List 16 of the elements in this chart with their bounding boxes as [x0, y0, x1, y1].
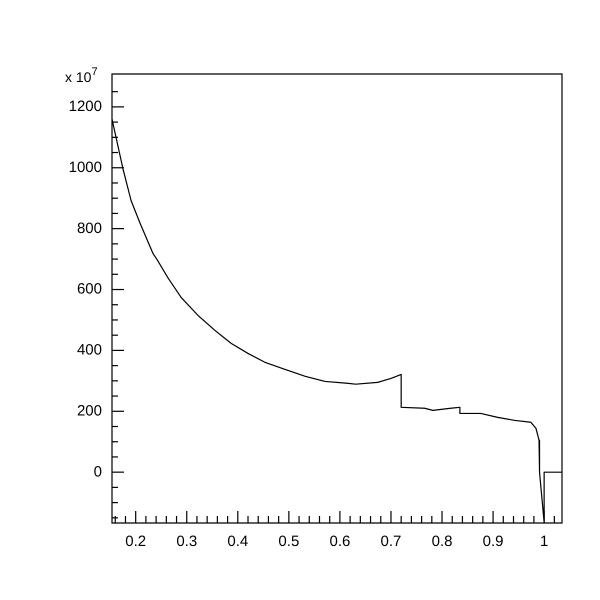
x-tick-label: 0.8 — [432, 533, 452, 550]
y-tick-label: 200 — [76, 402, 102, 420]
y-tick-label: 600 — [76, 280, 102, 298]
y-tick-label: 1000 — [68, 158, 102, 176]
x-tick-label: 0.9 — [482, 533, 504, 550]
x-tick-label: 0.6 — [329, 533, 350, 550]
y-tick-label: 0 — [94, 463, 102, 480]
y-tick-label: 400 — [76, 342, 102, 359]
x-tick-label: 0.2 — [125, 533, 146, 550]
x-tick-label: 0.3 — [176, 533, 198, 550]
x-tick-label: 0.7 — [380, 533, 402, 550]
y-tick-label: 1200 — [68, 98, 102, 116]
x-tick-label: 1 — [540, 533, 548, 550]
x-tick-label: 0.5 — [278, 533, 300, 550]
y-tick-label: 800 — [76, 220, 102, 237]
x-tick-label: 0.4 — [227, 533, 248, 550]
